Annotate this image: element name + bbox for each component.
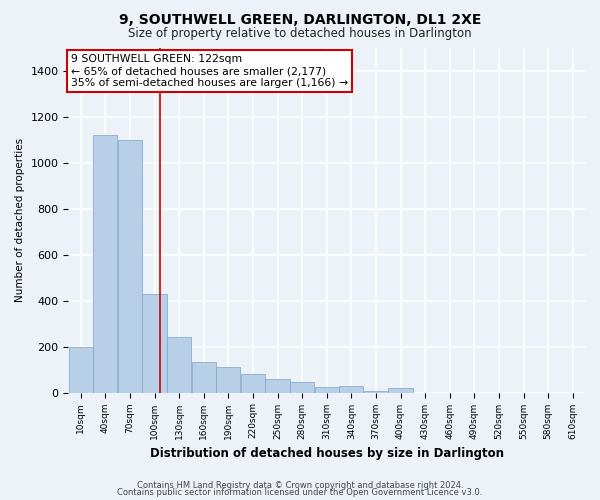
Bar — [241, 374, 265, 392]
Y-axis label: Number of detached properties: Number of detached properties — [15, 138, 25, 302]
Text: Contains HM Land Registry data © Crown copyright and database right 2024.: Contains HM Land Registry data © Crown c… — [137, 480, 463, 490]
X-axis label: Distribution of detached houses by size in Darlington: Distribution of detached houses by size … — [150, 447, 504, 460]
Bar — [388, 388, 413, 392]
Text: Contains public sector information licensed under the Open Government Licence v3: Contains public sector information licen… — [118, 488, 482, 497]
Text: 9 SOUTHWELL GREEN: 122sqm
← 65% of detached houses are smaller (2,177)
35% of se: 9 SOUTHWELL GREEN: 122sqm ← 65% of detac… — [71, 54, 348, 88]
Bar — [265, 379, 290, 392]
Bar — [93, 135, 118, 392]
Bar — [314, 387, 339, 392]
Bar — [68, 346, 93, 393]
Bar — [191, 362, 216, 392]
Bar — [142, 294, 167, 392]
Bar — [118, 140, 142, 392]
Bar — [167, 338, 191, 392]
Bar — [216, 368, 241, 392]
Text: Size of property relative to detached houses in Darlington: Size of property relative to detached ho… — [128, 28, 472, 40]
Bar — [339, 386, 364, 392]
Text: 9, SOUTHWELL GREEN, DARLINGTON, DL1 2XE: 9, SOUTHWELL GREEN, DARLINGTON, DL1 2XE — [119, 12, 481, 26]
Bar — [290, 382, 314, 392]
